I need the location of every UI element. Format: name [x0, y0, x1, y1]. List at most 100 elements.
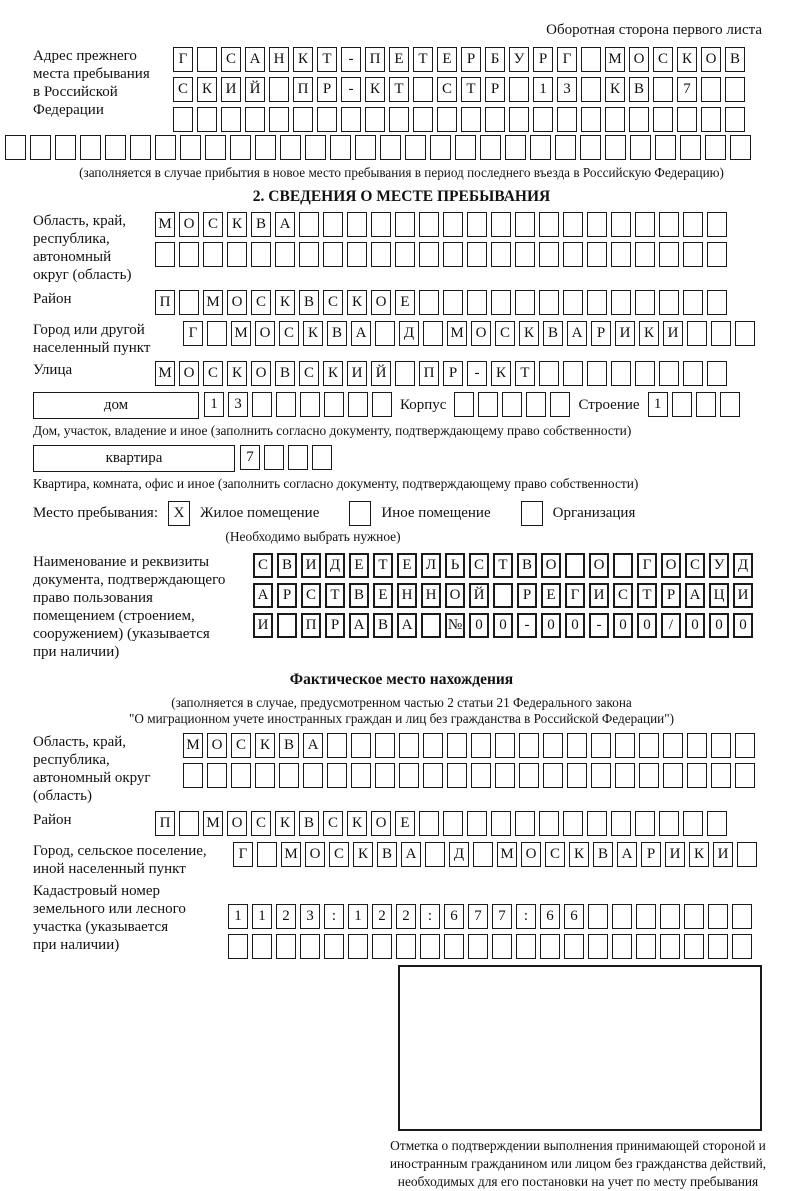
char-box[interactable]: Н — [269, 47, 289, 72]
char-box[interactable] — [687, 321, 707, 346]
char-box[interactable]: В — [725, 47, 745, 72]
char-box[interactable] — [197, 47, 217, 72]
char-box[interactable] — [509, 107, 529, 132]
char-box[interactable] — [405, 135, 426, 160]
char-box[interactable] — [395, 242, 415, 267]
char-box[interactable]: : — [420, 904, 440, 929]
char-box[interactable] — [30, 135, 51, 160]
char-box[interactable] — [299, 242, 319, 267]
char-box[interactable]: О — [371, 811, 391, 836]
char-box[interactable] — [605, 135, 626, 160]
char-box[interactable] — [615, 763, 635, 788]
char-box[interactable]: П — [419, 361, 439, 386]
char-box[interactable]: Й — [469, 583, 489, 608]
char-box[interactable] — [659, 242, 679, 267]
char-box[interactable] — [197, 107, 217, 132]
char-box[interactable] — [300, 392, 320, 417]
char-box[interactable] — [495, 763, 515, 788]
char-box[interactable]: Т — [461, 77, 481, 102]
char-box[interactable]: К — [275, 811, 295, 836]
char-box[interactable]: Т — [493, 553, 513, 578]
char-box[interactable]: Г — [233, 842, 253, 867]
char-box[interactable]: 7 — [677, 77, 697, 102]
char-box[interactable] — [659, 212, 679, 237]
char-box[interactable]: № — [445, 613, 465, 638]
char-box[interactable] — [305, 135, 326, 160]
char-box[interactable] — [80, 135, 101, 160]
char-box[interactable]: 0 — [733, 613, 753, 638]
char-box[interactable] — [687, 733, 707, 758]
char-box[interactable] — [588, 934, 608, 959]
char-box[interactable]: В — [349, 583, 369, 608]
char-box[interactable] — [564, 934, 584, 959]
char-box[interactable]: Т — [637, 583, 657, 608]
char-box[interactable] — [653, 107, 673, 132]
char-box[interactable] — [276, 934, 296, 959]
char-box[interactable] — [519, 763, 539, 788]
char-box[interactable] — [444, 934, 464, 959]
char-box[interactable] — [505, 135, 526, 160]
char-box[interactable]: В — [277, 553, 297, 578]
char-box[interactable] — [732, 934, 752, 959]
char-box[interactable] — [55, 135, 76, 160]
char-box[interactable]: К — [347, 811, 367, 836]
char-box[interactable] — [179, 811, 199, 836]
char-box[interactable] — [605, 107, 625, 132]
char-box[interactable] — [557, 107, 577, 132]
char-box[interactable] — [478, 392, 499, 417]
char-box[interactable] — [707, 290, 727, 315]
char-box[interactable]: 3 — [557, 77, 577, 102]
char-box[interactable] — [419, 242, 439, 267]
char-box[interactable] — [269, 77, 289, 102]
char-box[interactable] — [423, 733, 443, 758]
char-box[interactable] — [443, 290, 463, 315]
char-box[interactable] — [615, 733, 635, 758]
char-box[interactable] — [275, 242, 295, 267]
char-box[interactable]: 6 — [540, 904, 560, 929]
char-box[interactable] — [495, 733, 515, 758]
char-box[interactable] — [207, 763, 227, 788]
char-box[interactable] — [443, 212, 463, 237]
char-box[interactable] — [526, 392, 547, 417]
char-box[interactable] — [324, 392, 344, 417]
char-box[interactable] — [323, 212, 343, 237]
char-box[interactable]: П — [155, 811, 175, 836]
char-box[interactable]: 1 — [533, 77, 553, 102]
char-box[interactable]: С — [653, 47, 673, 72]
char-box[interactable] — [471, 733, 491, 758]
char-box[interactable] — [419, 212, 439, 237]
char-box[interactable]: А — [253, 583, 273, 608]
char-box[interactable]: А — [567, 321, 587, 346]
char-box[interactable] — [467, 811, 487, 836]
char-box[interactable] — [492, 934, 512, 959]
char-box[interactable] — [655, 135, 676, 160]
char-box[interactable] — [737, 842, 757, 867]
char-box[interactable]: О — [179, 361, 199, 386]
char-box[interactable] — [587, 361, 607, 386]
char-box[interactable]: К — [569, 842, 589, 867]
char-box[interactable] — [683, 242, 703, 267]
char-box[interactable] — [5, 135, 26, 160]
char-box[interactable] — [371, 242, 391, 267]
char-box[interactable]: Т — [325, 583, 345, 608]
char-box[interactable]: К — [347, 290, 367, 315]
char-box[interactable] — [735, 321, 755, 346]
char-box[interactable] — [207, 321, 227, 346]
char-box[interactable] — [327, 763, 347, 788]
char-box[interactable] — [581, 47, 601, 72]
char-box[interactable] — [245, 107, 265, 132]
char-box[interactable]: Д — [399, 321, 419, 346]
char-box[interactable]: К — [197, 77, 217, 102]
char-box[interactable] — [630, 135, 651, 160]
char-box[interactable]: Р — [641, 842, 661, 867]
char-box[interactable]: В — [327, 321, 347, 346]
char-box[interactable] — [205, 135, 226, 160]
char-box[interactable]: А — [349, 613, 369, 638]
char-box[interactable] — [419, 290, 439, 315]
char-box[interactable] — [341, 107, 361, 132]
char-box[interactable]: К — [689, 842, 709, 867]
char-box[interactable] — [471, 763, 491, 788]
char-box[interactable] — [684, 934, 704, 959]
char-box[interactable] — [231, 763, 251, 788]
char-box[interactable]: С — [301, 583, 321, 608]
